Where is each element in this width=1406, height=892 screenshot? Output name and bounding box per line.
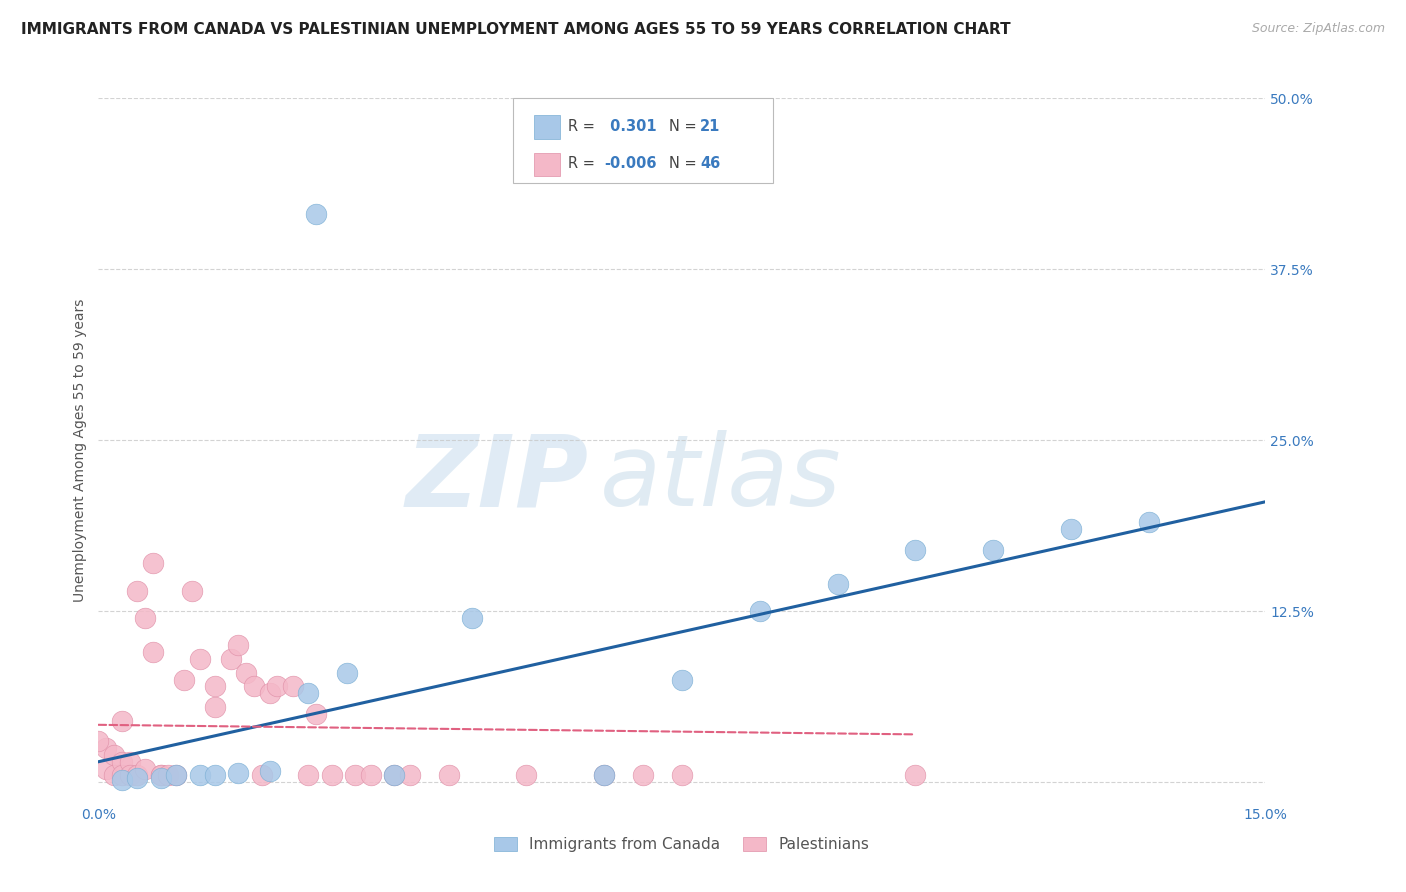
Point	[259, 686, 281, 700]
Point	[142, 645, 165, 659]
Point	[593, 768, 616, 782]
Point	[297, 768, 319, 782]
Point	[103, 747, 125, 762]
Text: R =: R =	[568, 119, 599, 134]
Point	[297, 686, 319, 700]
Point	[111, 772, 134, 787]
Point	[149, 771, 172, 785]
Point	[228, 639, 250, 653]
Point	[305, 207, 328, 221]
Text: 0.301: 0.301	[605, 119, 657, 134]
Text: N =: N =	[669, 156, 702, 171]
Point	[382, 768, 405, 782]
Point	[461, 611, 484, 625]
Point	[748, 604, 770, 618]
Point	[305, 706, 328, 721]
Point	[219, 652, 242, 666]
Point	[111, 768, 134, 782]
Text: Source: ZipAtlas.com: Source: ZipAtlas.com	[1251, 22, 1385, 36]
Point	[382, 768, 405, 782]
Y-axis label: Unemployment Among Ages 55 to 59 years: Unemployment Among Ages 55 to 59 years	[73, 299, 87, 602]
Point	[87, 734, 110, 748]
Text: R =: R =	[568, 156, 599, 171]
Point	[111, 755, 134, 769]
Point	[127, 768, 149, 782]
Point	[631, 768, 654, 782]
Point	[981, 542, 1004, 557]
Point	[188, 652, 211, 666]
Point	[142, 557, 165, 571]
Point	[827, 577, 849, 591]
Text: IMMIGRANTS FROM CANADA VS PALESTINIAN UNEMPLOYMENT AMONG AGES 55 TO 59 YEARS COR: IMMIGRANTS FROM CANADA VS PALESTINIAN UN…	[21, 22, 1011, 37]
Point	[134, 611, 156, 625]
Point	[671, 768, 693, 782]
Point	[188, 768, 211, 782]
Point	[904, 542, 927, 557]
Point	[243, 680, 266, 694]
Point	[228, 765, 250, 780]
Text: 46: 46	[700, 156, 720, 171]
Point	[118, 755, 141, 769]
Point	[250, 768, 273, 782]
Point	[281, 680, 304, 694]
Point	[204, 700, 226, 714]
Point	[204, 768, 226, 782]
Point	[321, 768, 343, 782]
Text: -0.006: -0.006	[605, 156, 657, 171]
Point	[398, 768, 420, 782]
Point	[118, 768, 141, 782]
Point	[360, 768, 382, 782]
Legend: Immigrants from Canada, Palestinians: Immigrants from Canada, Palestinians	[488, 831, 876, 859]
Point	[204, 680, 226, 694]
Point	[149, 768, 172, 782]
Point	[96, 762, 118, 776]
Point	[1137, 516, 1160, 530]
Text: 21: 21	[700, 119, 720, 134]
Point	[593, 768, 616, 782]
Point	[111, 714, 134, 728]
Point	[165, 768, 187, 782]
Point	[103, 768, 125, 782]
Point	[134, 762, 156, 776]
Point	[437, 768, 460, 782]
Point	[127, 583, 149, 598]
Text: atlas: atlas	[600, 430, 842, 527]
Point	[173, 673, 195, 687]
Point	[165, 768, 187, 782]
Point	[96, 741, 118, 756]
Point	[266, 680, 288, 694]
Text: N =: N =	[669, 119, 702, 134]
Point	[127, 771, 149, 785]
Text: ZIP: ZIP	[405, 430, 589, 527]
Point	[671, 673, 693, 687]
Point	[344, 768, 367, 782]
Point	[149, 768, 172, 782]
Point	[515, 768, 537, 782]
Point	[1060, 522, 1083, 536]
Point	[157, 768, 180, 782]
Point	[259, 764, 281, 779]
Point	[904, 768, 927, 782]
Point	[180, 583, 202, 598]
Point	[235, 665, 257, 680]
Point	[336, 665, 359, 680]
